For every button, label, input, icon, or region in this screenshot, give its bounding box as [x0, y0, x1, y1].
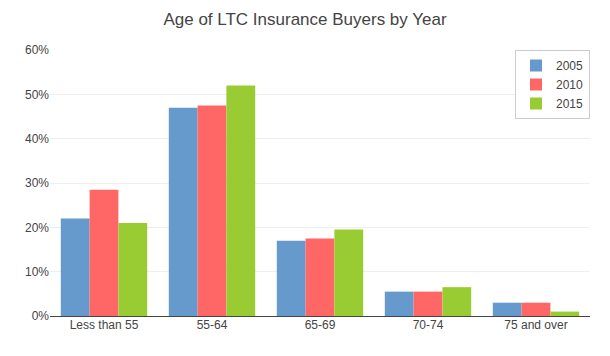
- svg-text:10%: 10%: [25, 265, 49, 279]
- svg-text:20%: 20%: [25, 221, 49, 235]
- svg-text:Age of LTC Insurance Buyers by: Age of LTC Insurance Buyers by Year: [163, 10, 447, 29]
- svg-text:0%: 0%: [32, 309, 50, 323]
- svg-text:30%: 30%: [25, 176, 49, 190]
- svg-text:55-64: 55-64: [197, 318, 228, 332]
- svg-text:40%: 40%: [25, 132, 49, 146]
- svg-text:Less than 55: Less than 55: [70, 318, 139, 332]
- svg-text:60%: 60%: [25, 43, 49, 57]
- svg-text:70-74: 70-74: [413, 318, 444, 332]
- svg-text:50%: 50%: [25, 88, 49, 102]
- svg-text:2015: 2015: [556, 97, 583, 111]
- svg-text:2005: 2005: [556, 59, 583, 73]
- svg-text:75 and over: 75 and over: [504, 318, 567, 332]
- svg-text:65-69: 65-69: [305, 318, 336, 332]
- svg-text:2010: 2010: [556, 78, 583, 92]
